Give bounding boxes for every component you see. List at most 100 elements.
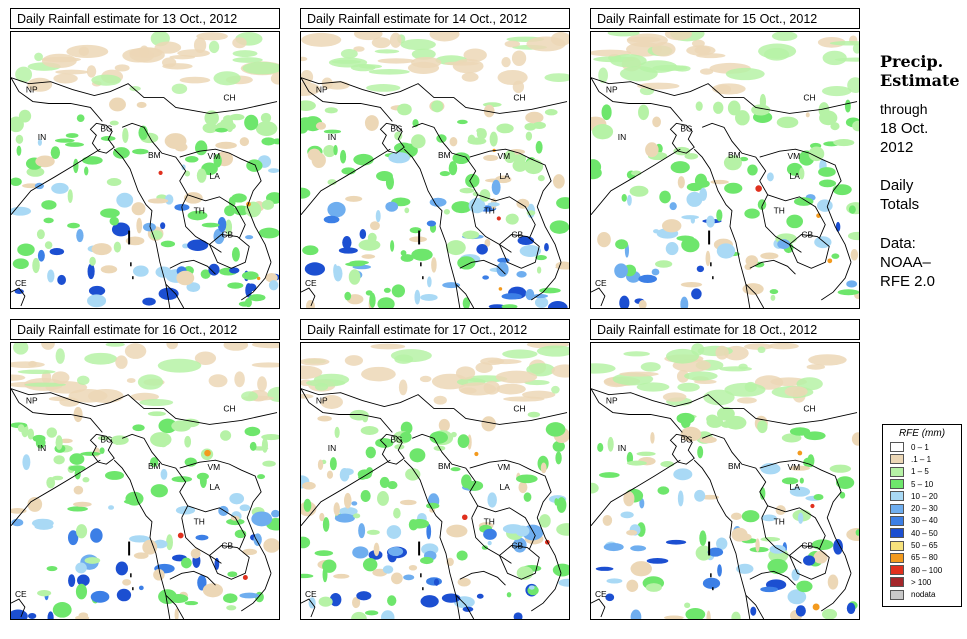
- country-label-bg: BG: [390, 123, 402, 133]
- rainfall-panel-3: Daily Rainfall estimate for 15 Oct., 201…: [590, 8, 860, 309]
- country-label-cb: CB: [801, 229, 813, 239]
- side-data-line3: RFE 2.0: [880, 273, 936, 290]
- country-label-ch: CH: [803, 93, 815, 103]
- country-label-cb: CB: [221, 540, 233, 550]
- country-label-vm: VM: [498, 462, 511, 472]
- legend-label: 40 – 50: [911, 528, 938, 538]
- panel-title: Daily Rainfall estimate for 15 Oct., 201…: [590, 8, 860, 29]
- legend-swatch: [890, 528, 904, 539]
- legend-label: 0 – 1: [911, 442, 929, 452]
- rainfall-panel-5: Daily Rainfall estimate for 17 Oct., 201…: [300, 319, 570, 620]
- legend-label: > 100: [911, 577, 932, 587]
- country-label-bg: BG: [100, 434, 112, 444]
- country-label-bm: BM: [148, 461, 161, 471]
- side-through: through: [880, 101, 928, 117]
- country-label-bm: BM: [728, 461, 741, 471]
- rainfall-map: NP CH IN BG BM VM LA TH CB CE: [300, 31, 570, 309]
- country-label-la: LA: [210, 482, 221, 492]
- country-label-ce: CE: [305, 278, 317, 288]
- rainfall-map: NP CH IN BG BM VM LA TH CB CE: [300, 342, 570, 620]
- legend-item: 50 – 65: [883, 539, 961, 551]
- legend-label: 1 – 5: [911, 467, 929, 477]
- rainfall-field: [591, 32, 859, 308]
- country-label-cb: CB: [221, 229, 233, 239]
- legend-item: 0 – 1: [883, 441, 961, 453]
- side-totals-line2: Totals: [880, 196, 920, 213]
- country-label-in: IN: [618, 443, 626, 453]
- country-label-bg: BG: [100, 123, 112, 133]
- country-borders: [591, 388, 858, 619]
- rainfall-panel-6: Daily Rainfall estimate for 18 Oct., 201…: [590, 319, 860, 620]
- side-date-line1: 18 Oct.: [880, 120, 929, 137]
- map-canvas: NP CH IN BG BM VM LA TH CB CE: [301, 32, 569, 308]
- country-label-vm: VM: [208, 151, 221, 161]
- side-totals: Daily Totals: [880, 176, 919, 214]
- country-label-bm: BM: [438, 150, 451, 160]
- country-label-np: NP: [316, 85, 328, 95]
- legend-label: 20 – 30: [911, 504, 938, 514]
- rainfall-field: [11, 343, 279, 619]
- country-label-vm: VM: [498, 151, 511, 161]
- country-label-in: IN: [328, 132, 336, 142]
- country-label-th: TH: [484, 517, 495, 527]
- country-label-cb: CB: [511, 229, 523, 239]
- country-label-np: NP: [26, 85, 38, 95]
- legend-item: 1 – 5: [883, 466, 961, 478]
- country-label-ce: CE: [595, 589, 607, 599]
- country-label-la: LA: [210, 171, 221, 181]
- side-totals-line1: Daily: [880, 177, 914, 194]
- country-label-in: IN: [328, 443, 336, 453]
- country-label-bm: BM: [728, 150, 741, 160]
- legend-label: 5 – 10: [911, 479, 934, 489]
- legend-item: 20 – 30: [883, 502, 961, 514]
- country-label-cb: CB: [801, 540, 813, 550]
- side-date-info: through 18 Oct. 2012: [880, 100, 928, 157]
- legend-swatch: [890, 577, 904, 588]
- legend-label: nodata: [911, 590, 936, 600]
- country-label-bg: BG: [680, 434, 692, 444]
- country-label-th: TH: [194, 206, 205, 216]
- country-label-th: TH: [774, 206, 785, 216]
- country-label-in: IN: [38, 132, 46, 142]
- country-label-ch: CH: [513, 404, 525, 414]
- country-label-la: LA: [790, 482, 801, 492]
- country-label-bm: BM: [438, 461, 451, 471]
- country-label-np: NP: [26, 396, 38, 406]
- country-label-ch: CH: [803, 404, 815, 414]
- country-label-in: IN: [38, 443, 46, 453]
- map-canvas: NP CH IN BG BM VM LA TH CB CE: [11, 32, 279, 308]
- country-label-bg: BG: [680, 123, 692, 133]
- side-title: Precip. Estimate: [880, 52, 960, 90]
- country-label-in: IN: [618, 132, 626, 142]
- country-label-np: NP: [606, 396, 618, 406]
- rainfall-field: [301, 32, 569, 308]
- side-date-line2: 2012: [880, 139, 914, 156]
- country-label-vm: VM: [208, 462, 221, 472]
- side-data-source: Data: NOAA– RFE 2.0: [880, 234, 935, 291]
- legend-swatch: [890, 540, 904, 551]
- panel-title: Daily Rainfall estimate for 16 Oct., 201…: [10, 319, 280, 340]
- legend-swatch: [890, 503, 904, 514]
- country-borders: [301, 388, 568, 619]
- country-label-vm: VM: [788, 151, 801, 161]
- panel-title: Daily Rainfall estimate for 17 Oct., 201…: [300, 319, 570, 340]
- legend-item: 30 – 40: [883, 515, 961, 527]
- legend-item: .1 – 1: [883, 453, 961, 465]
- legend-item: 10 – 20: [883, 490, 961, 502]
- legend-label: .1 – 1: [911, 454, 932, 464]
- legend-swatch: [890, 466, 904, 477]
- legend-item: > 100: [883, 576, 961, 588]
- legend-label: 80 – 100: [911, 565, 943, 575]
- country-label-ce: CE: [595, 278, 607, 288]
- country-label-la: LA: [790, 171, 801, 181]
- rainfall-panel-2: Daily Rainfall estimate for 14 Oct., 201…: [300, 8, 570, 309]
- country-label-ce: CE: [15, 278, 27, 288]
- legend-swatch: [890, 491, 904, 502]
- rainfall-panel-1: Daily Rainfall estimate for 13 Oct., 201…: [10, 8, 280, 309]
- legend-swatch: [890, 552, 904, 563]
- legend-swatch: [890, 479, 904, 490]
- country-borders: [301, 77, 568, 308]
- rainfall-field: [591, 343, 859, 619]
- country-label-th: TH: [484, 206, 495, 216]
- country-label-ch: CH: [223, 404, 235, 414]
